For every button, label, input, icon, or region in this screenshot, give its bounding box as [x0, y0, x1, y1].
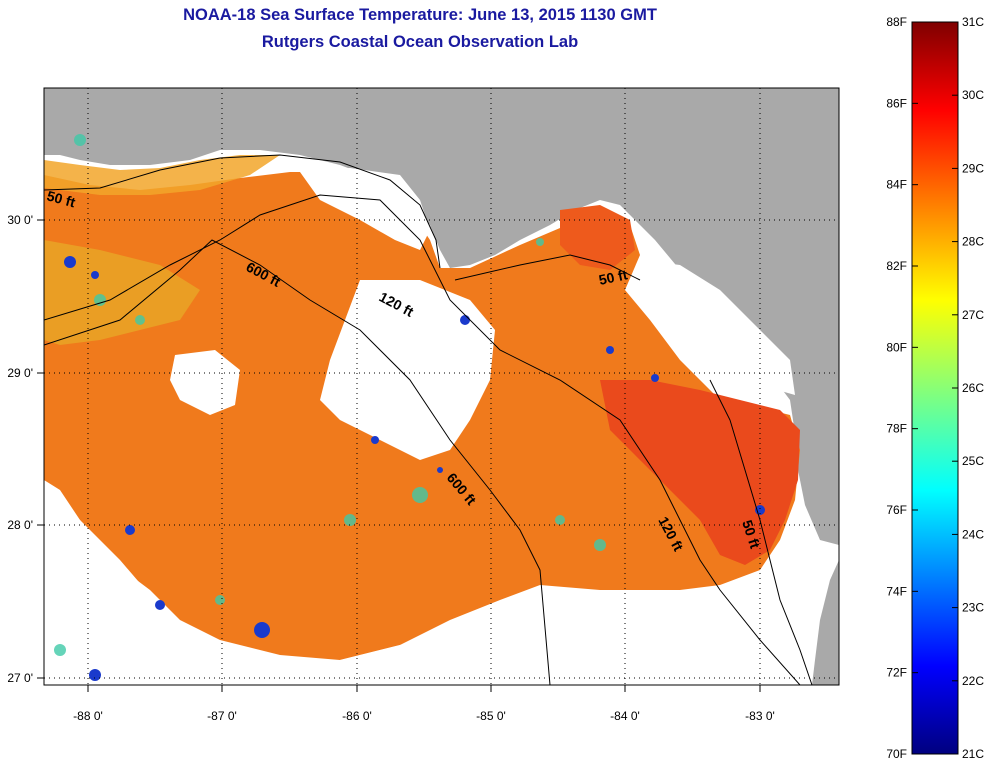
- colorbar-label-f: 76F: [886, 503, 907, 517]
- cloud-southwest: [44, 490, 200, 685]
- axis-ticks: [37, 219, 761, 692]
- colorbar-label-c: 21C: [962, 747, 984, 761]
- lat-label: 28 0': [7, 518, 33, 532]
- land-north: [44, 88, 839, 545]
- colorbar-fahrenheit: 88F 86F 84F 82F 80F 78F 76F 74F 72F 70F: [886, 15, 918, 761]
- colorbar-label-c: 28C: [962, 235, 984, 249]
- colorbar-label-c: 26C: [962, 381, 984, 395]
- cloud-center: [320, 280, 495, 460]
- colorbar-label-f: 88F: [886, 15, 907, 29]
- lon-label: -86 0': [342, 709, 372, 723]
- colorbar-label-f: 84F: [886, 178, 907, 192]
- cool-pixels: [54, 134, 606, 656]
- lon-label: -83 0': [745, 709, 775, 723]
- colorbar-label-f: 70F: [886, 747, 907, 761]
- map-subtitle: Rutgers Coastal Ocean Observation Lab: [261, 33, 579, 51]
- colorbar-label-f: 80F: [886, 340, 907, 354]
- lat-label: 30 0': [7, 213, 33, 227]
- lon-label: -84 0': [610, 709, 640, 723]
- lon-label: -87 0': [207, 709, 237, 723]
- map-frame: [43, 87, 840, 686]
- sst-cool-coast: [44, 155, 280, 195]
- colorbar-label-c: 31C: [962, 15, 984, 29]
- colorbar-label-c: 29C: [962, 161, 984, 175]
- latitude-labels: 30 0' 29 0' 28 0' 27 0': [7, 213, 33, 685]
- cloud-north: [300, 168, 430, 250]
- colorbar-label-f: 72F: [886, 666, 907, 680]
- longitude-labels: -88 0' -87 0' -86 0' -85 0' -84 0' -83 0…: [73, 709, 775, 723]
- contour-label: 50 ft: [597, 266, 629, 288]
- cold-pixels: [64, 256, 765, 681]
- lon-label: -85 0': [476, 709, 506, 723]
- sst-warm-patch-2: [560, 205, 635, 270]
- land-southeast: [812, 560, 839, 685]
- colorbar-label-c: 25C: [962, 454, 984, 468]
- colorbar: 88F 86F 84F 82F 80F 78F 76F 74F 72F 70F 31C 30C 29C…: [886, 15, 984, 761]
- colorbar-label-f: 78F: [886, 422, 907, 436]
- lon-label: -88 0': [73, 709, 103, 723]
- colorbar-label-f: 86F: [886, 96, 907, 110]
- colorbar-label-c: 23C: [962, 601, 984, 615]
- map-title: NOAA-18 Sea Surface Temperature: June 13…: [183, 6, 657, 24]
- lat-label: 27 0': [7, 671, 33, 685]
- colorbar-label-f: 82F: [886, 259, 907, 273]
- colorbar-label-f: 74F: [886, 584, 907, 598]
- colorbar-celsius: 31C 30C 29C 28C 27C 26C 25C 24C 23C 22C 21C: [952, 15, 984, 761]
- colorbar-label-c: 30C: [962, 88, 984, 102]
- depth-contours: [44, 154, 813, 685]
- cloud-south: [300, 560, 812, 685]
- cloud-east: [640, 260, 795, 395]
- colorbar-label-c: 27C: [962, 308, 984, 322]
- colorbar-label-c: 24C: [962, 527, 984, 541]
- sst-warm-patch: [600, 380, 800, 565]
- colorbar-gradient: [911, 21, 959, 755]
- colorbar-label-c: 22C: [962, 674, 984, 688]
- lat-label: 29 0': [7, 366, 33, 380]
- contour-label: 50 ft: [45, 187, 77, 210]
